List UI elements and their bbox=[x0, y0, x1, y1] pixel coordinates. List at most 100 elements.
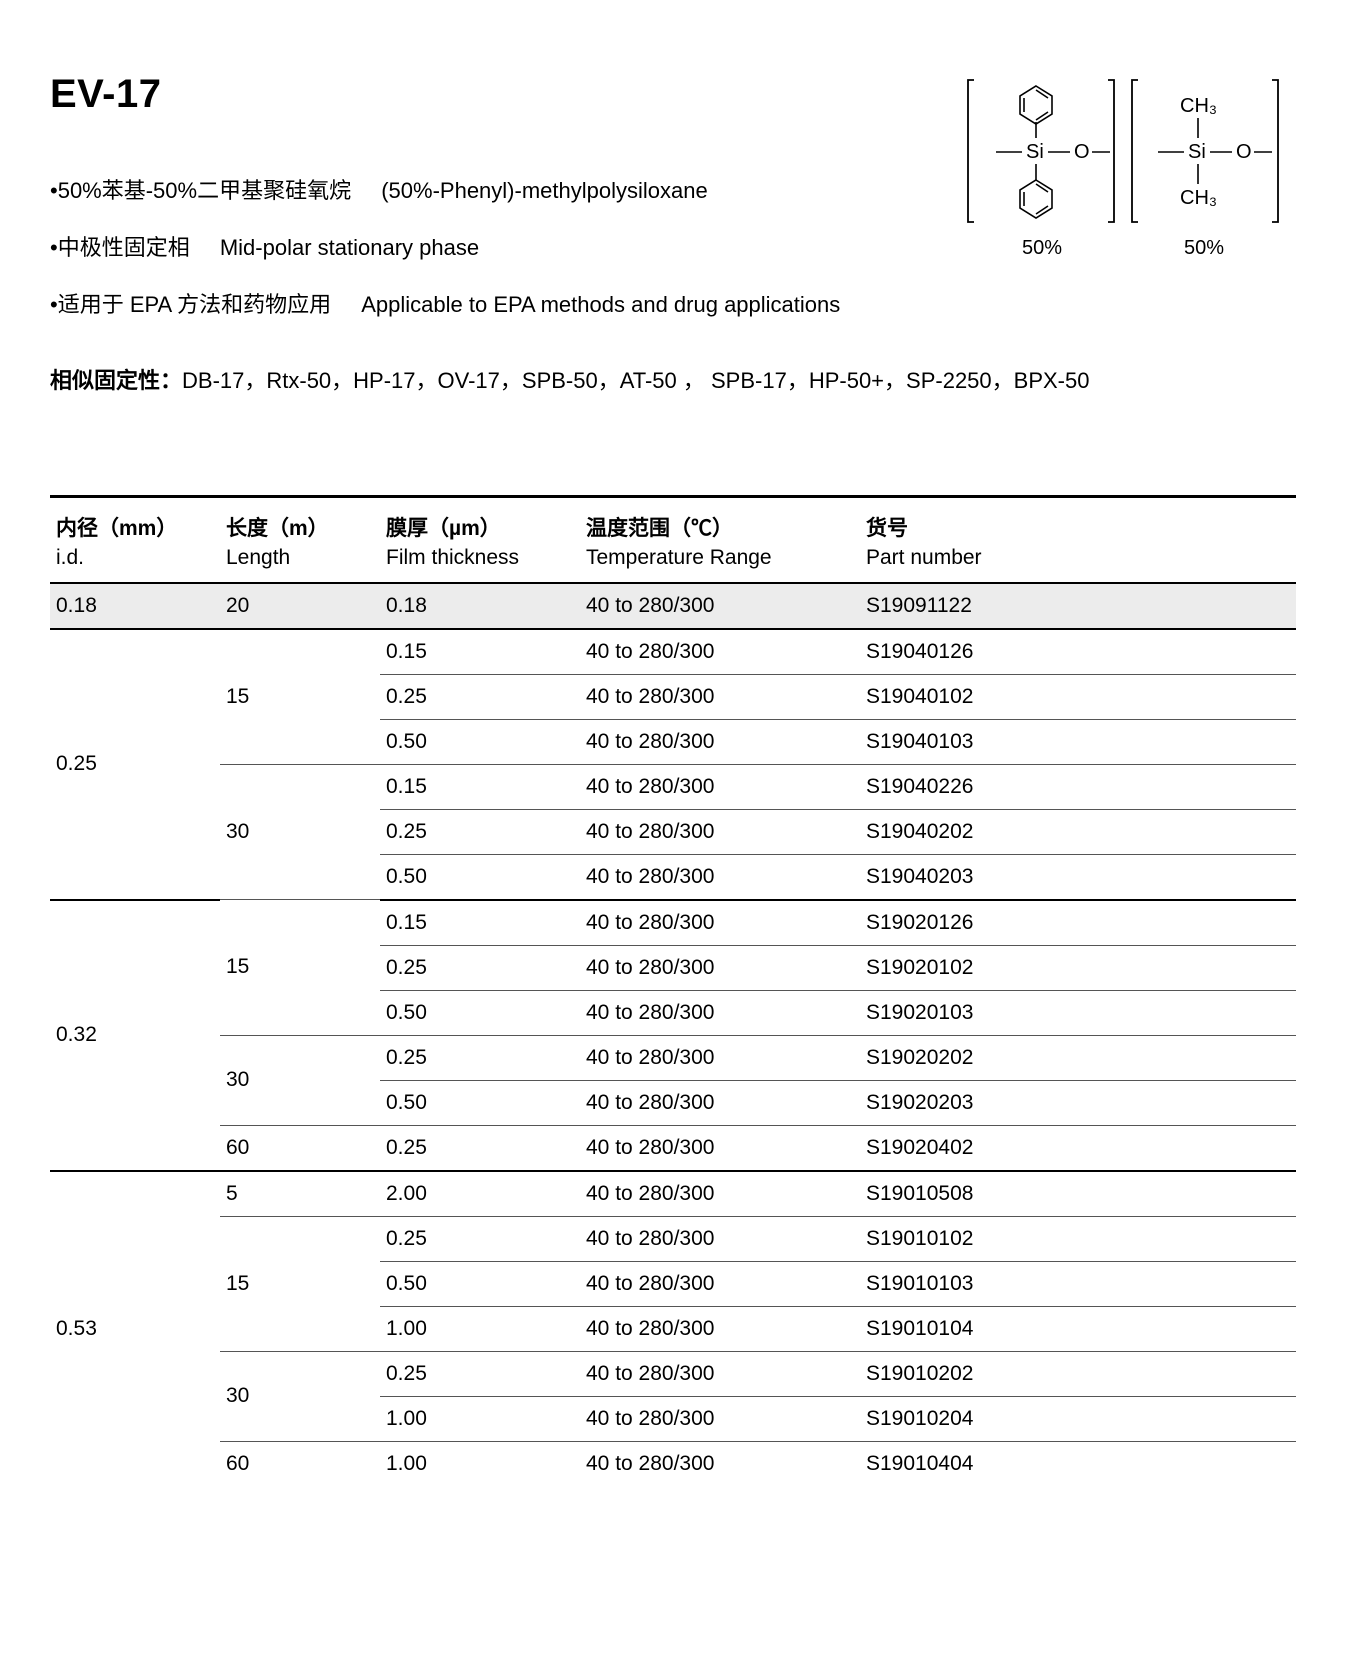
cell-id: 0.25 bbox=[50, 629, 220, 900]
cell-length: 5 bbox=[220, 1171, 380, 1217]
svg-text:Si: Si bbox=[1026, 141, 1044, 163]
cell-temp: 40 to 280/300 bbox=[580, 1171, 860, 1217]
table-row: 0.32150.1540 to 280/300S19020126 bbox=[50, 900, 1296, 946]
table-row: 0.5352.0040 to 280/300S19010508 bbox=[50, 1171, 1296, 1217]
cell-temp: 40 to 280/300 bbox=[580, 1080, 860, 1125]
th-en: Temperature Range bbox=[586, 546, 854, 580]
cell-temp: 40 to 280/300 bbox=[580, 854, 860, 900]
cell-film: 0.25 bbox=[380, 1351, 580, 1396]
ch3-bot: CH₃ bbox=[1180, 187, 1217, 209]
bullet-en: Mid-polar stationary phase bbox=[220, 230, 479, 265]
spec-table-wrap: 内径（mm） i.d. 长度（m） Length 膜厚（µm） Film thickn… bbox=[50, 495, 1296, 1486]
structure-left-pct: 50% bbox=[1022, 237, 1062, 259]
cell-part: S19040102 bbox=[860, 674, 1296, 719]
similar-label: 相似固定性： bbox=[50, 368, 182, 393]
cell-length: 15 bbox=[220, 1216, 380, 1351]
cell-film: 0.50 bbox=[380, 719, 580, 764]
table-body: 0.18200.1840 to 280/300S190911220.25150.… bbox=[50, 583, 1296, 1486]
cell-film: 0.25 bbox=[380, 945, 580, 990]
cell-temp: 40 to 280/300 bbox=[580, 1261, 860, 1306]
bullet-cn: •50%苯基-50%二甲基聚硅氧烷 bbox=[50, 173, 351, 208]
table-row: 0.25150.1540 to 280/300S19040126 bbox=[50, 629, 1296, 675]
cell-film: 0.50 bbox=[380, 990, 580, 1035]
th-length: 长度（m） Length bbox=[220, 496, 380, 583]
cell-film: 0.15 bbox=[380, 764, 580, 809]
cell-part: S19010102 bbox=[860, 1216, 1296, 1261]
th-cn: 长度（m） bbox=[226, 517, 329, 540]
cell-part: S19010202 bbox=[860, 1351, 1296, 1396]
structure-right-pct: 50% bbox=[1184, 237, 1224, 259]
table-row: 300.1540 to 280/300S19040226 bbox=[50, 764, 1296, 809]
cell-film: 2.00 bbox=[380, 1171, 580, 1217]
cell-part: S19020203 bbox=[860, 1080, 1296, 1125]
table-row: 600.2540 to 280/300S19020402 bbox=[50, 1125, 1296, 1171]
cell-part: S19010508 bbox=[860, 1171, 1296, 1217]
ch3-top: CH₃ bbox=[1180, 95, 1217, 117]
cell-temp: 40 to 280/300 bbox=[580, 764, 860, 809]
cell-id: 0.32 bbox=[50, 900, 220, 1171]
table-row: 300.2540 to 280/300S19010202 bbox=[50, 1351, 1296, 1396]
cell-length: 15 bbox=[220, 900, 380, 1036]
cell-part: S19010404 bbox=[860, 1441, 1296, 1486]
cell-temp: 40 to 280/300 bbox=[580, 900, 860, 946]
cell-temp: 40 to 280/300 bbox=[580, 990, 860, 1035]
cell-temp: 40 to 280/300 bbox=[580, 719, 860, 764]
cell-part: S19020202 bbox=[860, 1035, 1296, 1080]
th-en: Film thickness bbox=[386, 546, 574, 580]
table-row: 150.2540 to 280/300S19010102 bbox=[50, 1216, 1296, 1261]
header: EV-17 •50%苯基-50%二甲基聚硅氧烷 (50%-Phenyl)-met… bbox=[50, 72, 1296, 323]
cell-temp: 40 to 280/300 bbox=[580, 1125, 860, 1171]
cell-film: 1.00 bbox=[380, 1396, 580, 1441]
similar-list: DB-17，Rtx-50，HP-17，OV-17，SPB-50，AT-50 ， … bbox=[182, 368, 1089, 393]
cell-temp: 40 to 280/300 bbox=[580, 629, 860, 675]
cell-film: 0.50 bbox=[380, 1080, 580, 1125]
cell-part: S19040202 bbox=[860, 809, 1296, 854]
cell-id: 0.18 bbox=[50, 583, 220, 629]
th-temp: 温度范围（℃） Temperature Range bbox=[580, 496, 860, 583]
svg-text:O: O bbox=[1236, 141, 1252, 163]
cell-part: S19040103 bbox=[860, 719, 1296, 764]
bullet-en: Applicable to EPA methods and drug appli… bbox=[361, 287, 840, 322]
cell-length: 30 bbox=[220, 1351, 380, 1441]
cell-part: S19020402 bbox=[860, 1125, 1296, 1171]
cell-part: S19020126 bbox=[860, 900, 1296, 946]
cell-temp: 40 to 280/300 bbox=[580, 674, 860, 719]
cell-length: 60 bbox=[220, 1441, 380, 1486]
cell-film: 0.25 bbox=[380, 1216, 580, 1261]
similar-phases: 相似固定性：DB-17，Rtx-50，HP-17，OV-17，SPB-50，AT… bbox=[50, 363, 1296, 395]
th-film: 膜厚（µm） Film thickness bbox=[380, 496, 580, 583]
cell-id: 0.53 bbox=[50, 1171, 220, 1486]
cell-film: 0.15 bbox=[380, 900, 580, 946]
cell-film: 0.50 bbox=[380, 1261, 580, 1306]
cell-part: S19040203 bbox=[860, 854, 1296, 900]
bullet-cn: •中极性固定相 bbox=[50, 230, 190, 265]
th-en: i.d. bbox=[56, 546, 214, 580]
cell-part: S19091122 bbox=[860, 583, 1296, 629]
cell-temp: 40 to 280/300 bbox=[580, 583, 860, 629]
cell-part: S19010204 bbox=[860, 1396, 1296, 1441]
th-cn: 内径（mm） bbox=[56, 517, 177, 540]
th-cn: 温度范围（℃） bbox=[586, 517, 733, 540]
cell-temp: 40 to 280/300 bbox=[580, 945, 860, 990]
table-row: 0.18200.1840 to 280/300S19091122 bbox=[50, 583, 1296, 629]
cell-film: 0.18 bbox=[380, 583, 580, 629]
cell-temp: 40 to 280/300 bbox=[580, 809, 860, 854]
cell-length: 15 bbox=[220, 629, 380, 765]
bullet-en: (50%-Phenyl)-methylpolysiloxane bbox=[381, 173, 707, 208]
cell-film: 1.00 bbox=[380, 1306, 580, 1351]
cell-part: S19040226 bbox=[860, 764, 1296, 809]
cell-length: 60 bbox=[220, 1125, 380, 1171]
spec-table: 内径（mm） i.d. 长度（m） Length 膜厚（µm） Film thickn… bbox=[50, 495, 1296, 1486]
th-cn: 膜厚（µm） bbox=[386, 517, 501, 540]
th-en: Length bbox=[226, 546, 374, 580]
chemical-structure: Si O Si bbox=[966, 72, 1286, 277]
cell-film: 0.15 bbox=[380, 629, 580, 675]
bullet-cn: •适用于 EPA 方法和药物应用 bbox=[50, 287, 331, 322]
cell-temp: 40 to 280/300 bbox=[580, 1441, 860, 1486]
th-cn: 货号 bbox=[866, 517, 908, 540]
cell-film: 0.25 bbox=[380, 809, 580, 854]
cell-part: S19010104 bbox=[860, 1306, 1296, 1351]
cell-film: 0.25 bbox=[380, 674, 580, 719]
cell-film: 0.25 bbox=[380, 1125, 580, 1171]
cell-temp: 40 to 280/300 bbox=[580, 1351, 860, 1396]
